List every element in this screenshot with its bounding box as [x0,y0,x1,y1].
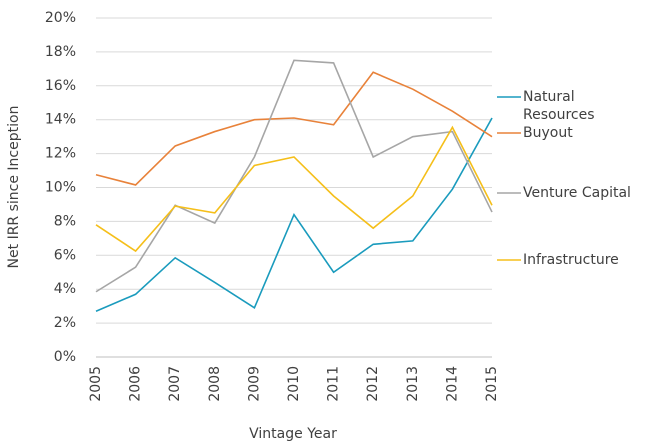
y-tick-label: 2% [54,315,76,331]
series-line [95,59,493,293]
x-tick-label: 2007 [167,366,183,402]
y-tick-label: 16% [45,78,76,94]
series-line [95,117,493,312]
y-tick-label: 8% [54,213,76,229]
y-tick-label: 0% [54,349,76,365]
y-tick-label: 4% [54,281,76,297]
x-tick-label: 2011 [326,366,342,402]
x-tick-label: 2014 [444,366,460,402]
x-tick-label: 2010 [286,366,302,402]
y-axis-label: Net IRR since Inception [6,106,22,269]
x-axis-label: Vintage Year [249,426,337,442]
legend-label: Infrastructure [523,252,619,268]
series-line [95,71,493,186]
x-tick-label: 2013 [405,366,421,402]
y-tick-label: 14% [45,112,76,128]
y-tick-label: 18% [45,44,76,60]
y-tick-label: 6% [54,247,76,263]
x-tick-label: 2005 [88,366,104,402]
series-line [95,125,493,253]
legend-label: Venture Capital [523,185,631,201]
legend-label: Buyout [523,125,573,141]
y-tick-label: 10% [45,180,76,196]
y-tick-label: 12% [45,146,76,162]
y-tick-label: 20% [45,10,76,26]
x-tick-label: 2012 [365,366,381,402]
x-tick-label: 2009 [246,366,262,402]
x-tick-label: 2008 [207,366,223,402]
x-tick-label: 2015 [484,366,500,402]
legend-label: Natural Resources [523,89,595,123]
x-tick-label: 2006 [128,366,144,402]
